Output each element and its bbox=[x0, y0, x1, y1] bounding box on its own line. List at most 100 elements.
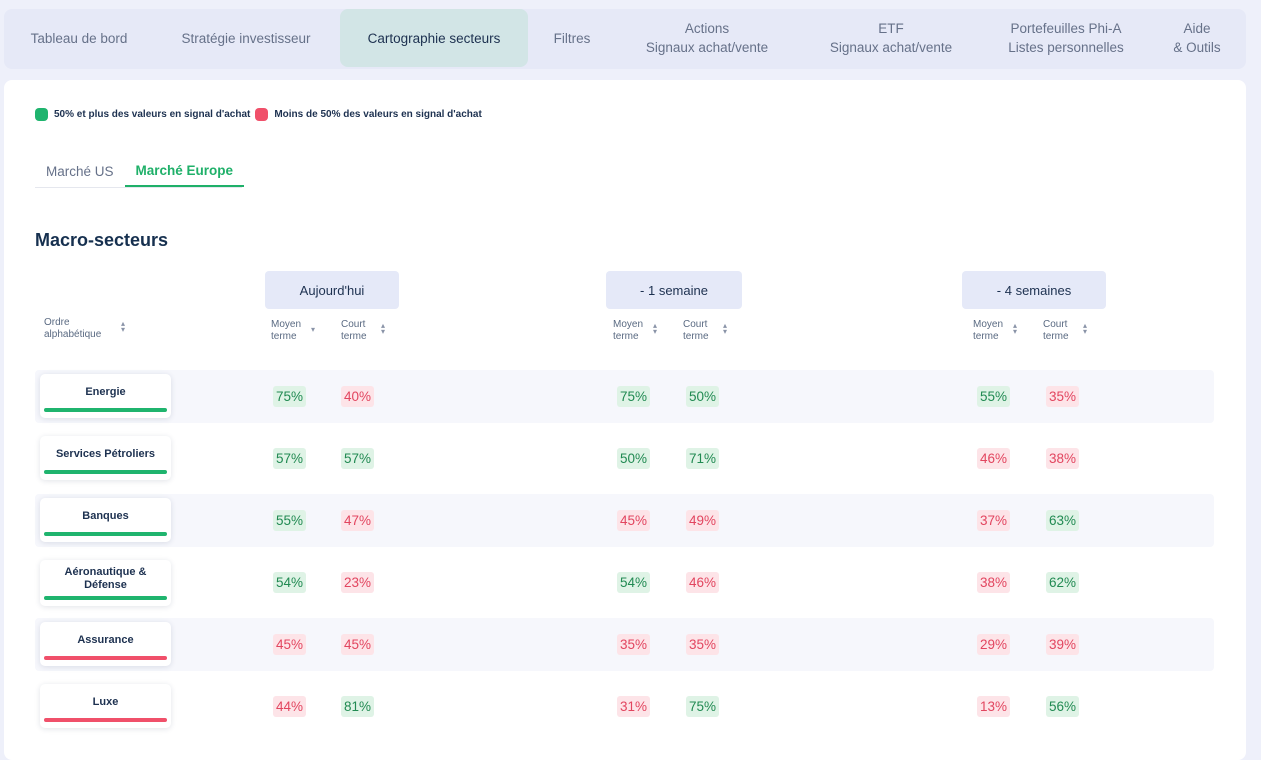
signal-percentage: 35% bbox=[686, 634, 720, 655]
legend-positive-label: 50% et plus des valeurs en signal d'acha… bbox=[54, 109, 251, 120]
nav-tab-etf-signals[interactable]: ETF Signaux achat/vente bbox=[808, 9, 974, 67]
signal-percentage: 40% bbox=[341, 386, 375, 407]
signal-percentage: 44% bbox=[273, 696, 307, 717]
signal-percentage: 35% bbox=[617, 634, 651, 655]
signal-percentage: 47% bbox=[341, 510, 375, 531]
nav-tab-label: ETF bbox=[878, 21, 904, 36]
column-header-label: terme bbox=[973, 331, 999, 342]
signal-percentage: 81% bbox=[341, 696, 375, 717]
signal-percentage: 55% bbox=[977, 386, 1011, 407]
sort-label: alphabétique bbox=[44, 329, 102, 340]
sort-arrows-icon[interactable]: ▴ ▾ bbox=[653, 321, 658, 336]
sector-card[interactable]: Luxe bbox=[40, 684, 171, 728]
signal-percentage: 50% bbox=[617, 448, 651, 469]
legend-negative-swatch bbox=[255, 108, 269, 121]
section-title: Macro-secteurs bbox=[35, 230, 169, 250]
column-header-label: terme bbox=[1043, 331, 1069, 342]
signal-percentage: 38% bbox=[977, 572, 1011, 593]
nav-tab-label: Aide bbox=[1183, 21, 1211, 36]
nav-tab-filters[interactable]: Filtres bbox=[540, 9, 604, 67]
medium-term-header[interactable]: Moyen terme bbox=[271, 319, 301, 343]
signal-percentage: 46% bbox=[977, 448, 1011, 469]
sort-alphabetical[interactable]: Ordre alphabétique bbox=[44, 317, 101, 341]
medium-term-header[interactable]: Moyen terme bbox=[613, 319, 643, 343]
main-nav: Tableau de bord Stratégie investisseur C… bbox=[4, 9, 1246, 69]
column-header-label: Moyen bbox=[613, 319, 644, 330]
short-term-header[interactable]: Court terme bbox=[341, 319, 367, 343]
signal-percentage: 31% bbox=[617, 696, 651, 717]
signal-percentage: 45% bbox=[273, 634, 307, 655]
nav-tab-label: Tableau de bord bbox=[30, 30, 128, 46]
signal-percentage: 54% bbox=[617, 572, 651, 593]
nav-tab-sublabel: Listes personnelles bbox=[1008, 40, 1124, 55]
signal-percentage: 23% bbox=[341, 572, 375, 593]
signal-percentage: 54% bbox=[273, 572, 307, 593]
legend-negative-label: Moins de 50% des valeurs en signal d'ach… bbox=[274, 109, 482, 120]
market-tabs: Marché US Marché Europe bbox=[35, 155, 245, 187]
nav-tab-label: Actions bbox=[684, 21, 730, 36]
sector-card[interactable]: Aéronautique & Défense bbox=[40, 560, 171, 606]
sort-arrows-icon[interactable]: ▴ ▾ bbox=[1013, 321, 1018, 336]
sector-card[interactable]: Banques bbox=[40, 498, 171, 542]
market-tabs-divider bbox=[35, 187, 242, 188]
nav-tab-stock-signals[interactable]: Actions Signaux achat/vente bbox=[624, 9, 790, 67]
nav-tab-sublabel: Signaux achat/vente bbox=[645, 40, 769, 55]
nav-tab-sublabel: & Outils bbox=[1173, 40, 1221, 55]
signal-percentage: 71% bbox=[686, 448, 720, 469]
signal-percentage: 56% bbox=[1046, 696, 1080, 717]
column-header-label: Court bbox=[1043, 319, 1068, 330]
sector-status-bar bbox=[44, 596, 167, 600]
tab-europe-market[interactable]: Marché Europe bbox=[124, 155, 245, 187]
medium-term-header[interactable]: Moyen terme bbox=[973, 319, 1003, 343]
legend: 50% et plus des valeurs en signal d'acha… bbox=[35, 108, 487, 121]
signal-percentage: 37% bbox=[977, 510, 1011, 531]
nav-tab-help-tools[interactable]: Aide & Outils bbox=[1164, 9, 1230, 67]
sort-label: Ordre bbox=[44, 317, 70, 328]
signal-percentage: 62% bbox=[1046, 572, 1080, 593]
short-term-header[interactable]: Court terme bbox=[1043, 319, 1069, 343]
sort-arrows-icon[interactable]: ▴ ▾ bbox=[723, 321, 728, 336]
signal-percentage: 13% bbox=[977, 696, 1011, 717]
sort-arrows-icon[interactable]: ▴ ▾ bbox=[381, 321, 386, 336]
nav-tab-sublabel: Signaux achat/vente bbox=[829, 40, 953, 55]
signal-percentage: 45% bbox=[617, 510, 651, 531]
legend-item-positive: 50% et plus des valeurs en signal d'acha… bbox=[35, 108, 250, 121]
signal-percentage: 46% bbox=[686, 572, 720, 593]
signal-percentage: 57% bbox=[273, 448, 307, 469]
nav-tab-investor-strategy[interactable]: Stratégie investisseur bbox=[160, 9, 332, 67]
signal-percentage: 55% bbox=[273, 510, 307, 531]
sector-card[interactable]: Services Pétroliers bbox=[40, 436, 171, 480]
signal-percentage: 45% bbox=[341, 634, 375, 655]
column-header-label: terme bbox=[271, 331, 297, 342]
signal-percentage: 63% bbox=[1046, 510, 1080, 531]
signal-percentage: 29% bbox=[977, 634, 1011, 655]
column-header-label: Moyen bbox=[973, 319, 1004, 330]
nav-tab-label: Stratégie investisseur bbox=[181, 30, 311, 46]
column-header-label: Court bbox=[683, 319, 708, 330]
legend-positive-swatch bbox=[35, 108, 48, 121]
period-header-4-weeks: - 4 semaines bbox=[962, 271, 1106, 309]
sector-status-bar bbox=[44, 718, 167, 722]
nav-tab-label: Portefeuilles Phi-A bbox=[1010, 21, 1122, 36]
nav-tab-dashboard[interactable]: Tableau de bord bbox=[10, 9, 148, 67]
legend-item-negative: Moins de 50% des valeurs en signal d'ach… bbox=[255, 108, 482, 121]
sort-arrows-icon[interactable]: ▴ ▾ bbox=[121, 319, 126, 334]
nav-tab-portfolios[interactable]: Portefeuilles Phi-A Listes personnelles bbox=[994, 9, 1138, 67]
column-header-label: terme bbox=[683, 331, 709, 342]
nav-tab-label: Cartographie secteurs bbox=[367, 30, 501, 46]
nav-tab-sector-map[interactable]: Cartographie secteurs bbox=[340, 9, 528, 67]
column-header-label: Moyen bbox=[271, 319, 302, 330]
sector-name: Aéronautique & Défense bbox=[64, 566, 147, 591]
sector-name: Luxe bbox=[92, 695, 119, 708]
tab-us-market[interactable]: Marché US bbox=[46, 163, 114, 179]
sort-arrows-icon[interactable]: ▴ ▾ bbox=[1083, 321, 1088, 336]
sector-card[interactable]: Energie bbox=[40, 374, 171, 418]
sort-desc-icon[interactable]: ▾ bbox=[311, 325, 316, 334]
signal-percentage: 50% bbox=[686, 386, 720, 407]
signal-percentage: 57% bbox=[341, 448, 375, 469]
column-header-label: terme bbox=[613, 331, 639, 342]
sector-name: Services Pétroliers bbox=[55, 447, 156, 460]
sector-card[interactable]: Assurance bbox=[40, 622, 171, 666]
sector-status-bar bbox=[44, 408, 167, 412]
short-term-header[interactable]: Court terme bbox=[683, 319, 709, 343]
